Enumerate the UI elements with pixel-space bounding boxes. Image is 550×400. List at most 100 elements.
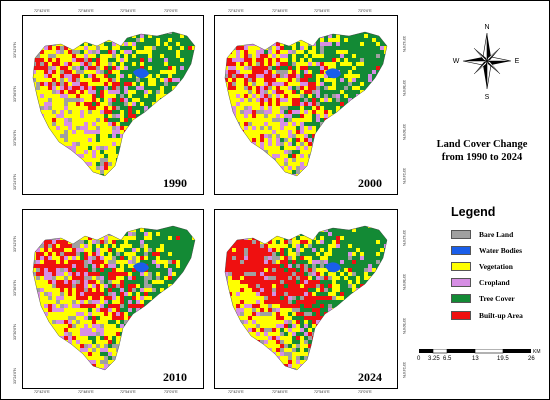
land-cover-cell xyxy=(352,122,357,127)
land-cover-cell xyxy=(76,304,81,309)
land-cover-cell xyxy=(272,32,277,35)
land-cover-cell xyxy=(332,130,337,135)
land-cover-cell xyxy=(368,138,373,143)
land-cover-cell xyxy=(104,292,109,297)
land-cover-cell xyxy=(152,284,157,289)
land-cover-cell xyxy=(44,324,49,329)
land-cover-cell xyxy=(268,106,273,111)
land-cover-cell xyxy=(116,74,121,79)
land-cover-cell xyxy=(196,320,200,324)
land-cover-cell xyxy=(84,328,89,333)
land-cover-cell xyxy=(192,236,195,241)
land-cover-cell xyxy=(76,288,81,293)
land-cover-cell xyxy=(52,158,57,163)
land-cover-cell xyxy=(252,70,257,75)
land-cover-cell xyxy=(304,62,309,67)
land-cover-cell xyxy=(225,122,229,127)
land-cover-cell xyxy=(88,244,93,249)
land-cover-cell xyxy=(240,70,245,75)
land-cover-cell xyxy=(344,142,349,147)
land-cover-cell xyxy=(176,244,181,249)
land-cover-cell xyxy=(240,138,245,143)
land-cover-cell xyxy=(168,130,173,135)
land-cover-cell xyxy=(160,54,165,59)
land-cover-cell xyxy=(336,174,341,176)
land-cover-cell xyxy=(140,312,145,317)
land-cover-cell xyxy=(292,130,297,135)
land-cover-cell xyxy=(120,154,125,159)
land-cover-cell xyxy=(136,296,141,301)
land-cover-cell xyxy=(380,54,385,59)
land-cover-cell xyxy=(112,240,117,245)
land-cover-cell xyxy=(356,62,361,67)
land-cover-cell xyxy=(28,292,32,296)
land-cover-cell xyxy=(72,130,77,135)
land-cover-cell xyxy=(344,58,349,63)
land-cover-cell xyxy=(136,54,141,59)
land-cover-cell xyxy=(388,122,392,126)
land-cover-cell xyxy=(136,170,141,175)
land-cover-cell xyxy=(296,38,301,43)
land-cover-cell xyxy=(192,264,195,269)
land-cover-cell xyxy=(44,328,49,333)
land-cover-cell xyxy=(312,62,317,67)
land-cover-cell xyxy=(344,42,349,47)
land-cover-cell xyxy=(148,94,153,99)
land-cover-cell xyxy=(312,94,317,99)
land-cover-cell xyxy=(32,220,36,224)
land-cover-cell xyxy=(112,292,117,297)
land-cover-cell xyxy=(120,158,125,163)
land-cover-cell xyxy=(252,130,257,135)
land-cover-cell xyxy=(348,70,353,75)
land-cover-cell xyxy=(168,312,173,317)
land-cover-cell xyxy=(112,316,117,321)
land-cover-cell xyxy=(360,166,365,171)
land-cover-cell xyxy=(124,94,129,99)
land-cover-cell xyxy=(196,78,200,82)
land-cover-cell xyxy=(104,284,109,289)
land-cover-cell xyxy=(248,102,253,107)
land-cover-cell xyxy=(168,170,173,175)
land-cover-cell xyxy=(356,78,361,83)
land-cover-cell xyxy=(188,106,193,111)
land-cover-cell xyxy=(184,162,189,167)
land-cover-cell xyxy=(184,138,189,143)
land-cover-cell xyxy=(184,228,189,233)
land-cover-cell xyxy=(264,42,269,47)
land-cover-cell xyxy=(156,138,161,143)
land-cover-cell xyxy=(64,110,69,115)
land-cover-cell xyxy=(28,34,32,38)
land-cover-cell xyxy=(184,114,189,119)
land-cover-cell xyxy=(144,352,149,357)
land-cover-cell xyxy=(172,320,177,325)
land-cover-cell xyxy=(100,304,105,309)
land-cover-cell xyxy=(68,182,72,186)
land-cover-cell xyxy=(112,244,117,249)
land-cover-cell xyxy=(120,150,125,155)
land-cover-cell xyxy=(384,134,387,139)
land-cover-cell xyxy=(196,232,200,236)
land-cover-cell xyxy=(36,284,41,289)
land-cover-cell xyxy=(196,340,200,344)
water-body xyxy=(325,68,341,79)
land-cover-cell xyxy=(68,320,73,325)
land-cover-cell xyxy=(48,162,53,167)
land-cover-cell xyxy=(192,252,195,257)
land-cover-cell xyxy=(160,138,165,143)
land-cover-cell xyxy=(124,54,129,59)
land-cover-cell xyxy=(292,178,296,182)
land-cover-cell xyxy=(340,82,345,87)
land-cover-cell xyxy=(280,82,285,87)
land-cover-cell xyxy=(168,86,173,91)
land-cover-cell xyxy=(196,252,200,256)
land-cover-cell xyxy=(72,284,77,289)
land-cover-cell xyxy=(112,296,117,301)
land-cover-cell xyxy=(280,78,285,83)
land-cover-cell xyxy=(176,66,181,71)
land-cover-cell xyxy=(376,126,381,131)
land-cover-cell xyxy=(296,90,301,95)
land-cover-cell xyxy=(168,162,173,167)
land-cover-cell xyxy=(36,82,41,87)
land-cover-cell xyxy=(116,360,121,365)
land-cover-cell xyxy=(184,252,189,257)
